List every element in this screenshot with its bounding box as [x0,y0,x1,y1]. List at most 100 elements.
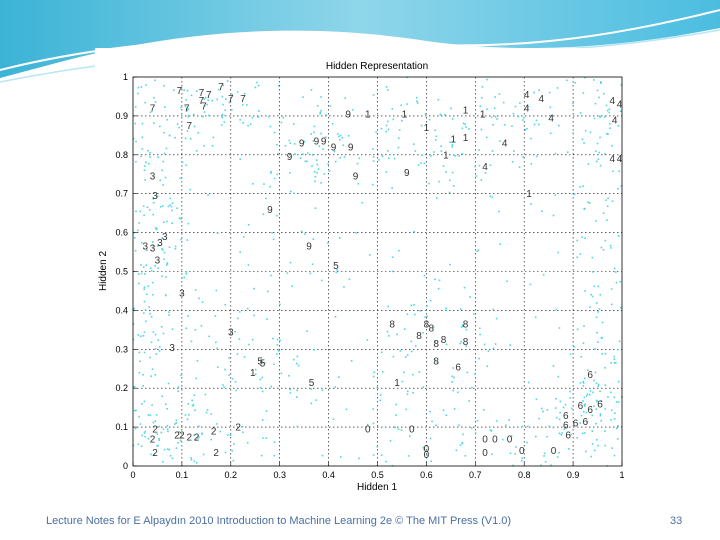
scatter-point [134,249,137,252]
scatter-point [563,428,565,431]
scatter-point [373,371,375,374]
scatter-point [189,137,192,140]
scatter-point [160,431,163,434]
scatter-point [442,165,445,167]
scatter-point [594,347,596,350]
scatter-point [555,308,557,311]
scatter-point [144,101,146,104]
scatter-point [615,281,618,284]
scatter-point [200,324,203,327]
scatter-point [214,315,217,317]
digit-label-7: 7 [201,102,207,113]
scatter-point [256,81,258,84]
scatter-point [453,154,455,157]
scatter-point [236,317,239,320]
scatter-point [566,79,568,82]
scatter-point [607,197,609,200]
scatter-point [177,390,179,393]
scatter-point [243,356,246,358]
scatter-point [395,403,398,406]
scatter-point [611,144,613,147]
scatter-point [316,163,319,166]
scatter-point [143,432,146,434]
digit-label-0: 0 [424,450,430,461]
scatter-point [251,338,254,341]
scatter-point [397,428,400,431]
digit-label-0: 0 [551,446,557,457]
scatter-point [158,439,160,441]
scatter-point [394,426,396,429]
digit-label-7: 7 [184,104,190,115]
scatter-point [474,165,476,168]
digit-label-0: 0 [365,425,371,436]
scatter-point [530,137,532,140]
scatter-point [491,453,493,456]
scatter-point [263,183,265,185]
scatter-point [583,432,586,434]
scatter-point [138,371,141,374]
scatter-point [582,380,584,383]
scatter-point [311,153,314,156]
scatter-point [453,376,455,379]
scatter-point [291,285,293,288]
scatter-point [406,390,409,393]
scatter-point [336,269,338,271]
scatter-point [280,372,283,375]
scatter-point [549,106,552,109]
scatter-point [296,425,299,428]
scatter-point [249,123,252,126]
scatter-point [272,238,275,241]
scatter-point [600,81,602,83]
scatter-point [197,132,200,134]
scatter-point [410,340,413,343]
scatter-point [527,381,530,384]
scatter-point [143,165,146,167]
scatter-point [339,456,342,458]
scatter-point [158,346,161,348]
scatter-point [598,308,601,310]
scatter-point [451,171,454,174]
scatter-point [276,143,278,146]
x-tick-label: 0.9 [567,470,580,480]
scatter-point [581,432,584,435]
scatter-point [401,119,403,122]
x-tick-label: 0.7 [469,470,482,480]
scatter-point [409,435,411,438]
scatter-point [323,173,326,175]
scatter-point [557,251,560,254]
scatter-point [212,136,215,139]
scatter-point [171,457,174,460]
scatter-point [142,373,144,376]
scatter-point [620,185,623,187]
scatter-point [174,423,176,425]
scatter-point [276,214,278,217]
scatter-point [593,379,595,382]
scatter-point [310,388,313,390]
scatter-point [157,444,159,447]
scatter-point [211,144,214,147]
scatter-point [168,314,170,316]
scatter-point [544,460,547,463]
scatter-point [161,248,163,250]
scatter-point [451,375,453,378]
digit-label-9: 9 [345,109,351,120]
scatter-point [584,76,586,79]
scatter-point [317,168,320,170]
scatter-point [154,101,157,103]
scatter-point [223,121,226,123]
scatter-point [387,120,389,123]
scatter-point [546,435,548,438]
scatter-point [270,172,272,174]
scatter-point [247,223,250,226]
scatter-point [464,123,467,126]
scatter-point [134,237,136,239]
scatter-point [318,145,321,148]
scatter-point [154,333,157,336]
scatter-point [166,118,169,121]
scatter-point [538,123,540,126]
scatter-point [224,304,227,306]
scatter-point [517,115,520,118]
scatter-point [540,407,543,410]
scatter-point [538,89,540,91]
scatter-point [391,256,394,258]
